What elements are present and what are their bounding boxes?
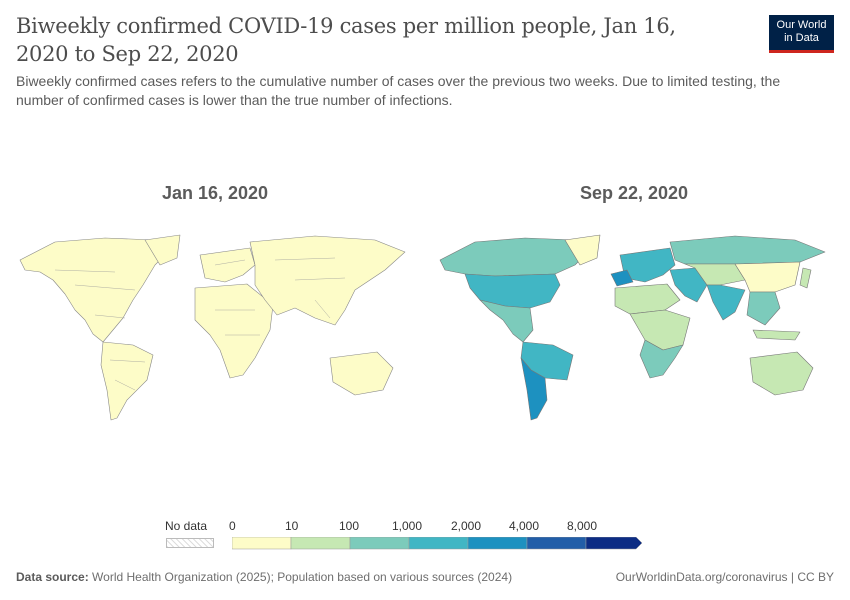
region-australia[interactable] <box>330 352 393 395</box>
region-asia[interactable] <box>250 236 405 325</box>
legend-bin-8000-plus[interactable] <box>586 537 642 549</box>
world-map-sep <box>435 230 835 430</box>
legend-tick-2000: 2,000 <box>451 519 481 533</box>
legend-bin-100-1000[interactable] <box>350 537 409 549</box>
chart-title: Biweekly confirmed COVID-19 cases per mi… <box>16 12 716 68</box>
map-title-jan: Jan 16, 2020 <box>65 183 365 204</box>
footer-url[interactable]: OurWorldinData.org/coronavirus | CC BY <box>616 570 834 584</box>
region-africa[interactable] <box>195 284 273 378</box>
footer-source-label: Data source: <box>16 570 89 584</box>
region-russia[interactable] <box>670 236 825 264</box>
region-japan[interactable] <box>800 268 811 288</box>
legend-tick-4000: 4,000 <box>509 519 539 533</box>
footer-source-text: World Health Organization (2025); Popula… <box>92 570 512 584</box>
owid-logo[interactable]: Our World in Data <box>769 15 834 53</box>
region-australia[interactable] <box>750 352 813 395</box>
region-india[interactable] <box>707 285 745 320</box>
legend-bin-1000-2000[interactable] <box>409 537 468 549</box>
region-europe[interactable] <box>200 248 255 282</box>
chart-subtitle: Biweekly confirmed cases refers to the c… <box>16 72 816 110</box>
legend-bin-0-10[interactable] <box>232 537 291 549</box>
legend-bin-4000-8000[interactable] <box>527 537 586 549</box>
region-south-america[interactable] <box>101 342 153 420</box>
legend-bin-10-100[interactable] <box>291 537 350 549</box>
legend-tick-100: 100 <box>339 519 359 533</box>
region-central-africa[interactable] <box>630 310 690 350</box>
region-indonesia[interactable] <box>753 330 800 340</box>
legend-no-data-label: No data <box>165 519 207 533</box>
legend: No data 0 10 100 1,000 2,000 4,000 8,000 <box>0 515 850 555</box>
region-usa[interactable] <box>465 274 560 308</box>
logo-line-2: in Data <box>769 32 834 45</box>
legend-color-bar <box>232 537 647 551</box>
legend-tick-10: 10 <box>285 519 298 533</box>
map-title-sep: Sep 22, 2020 <box>484 183 784 204</box>
footer-source: Data source: World Health Organization (… <box>16 570 512 584</box>
legend-no-data-swatch[interactable] <box>166 538 214 548</box>
region-north-africa[interactable] <box>615 284 680 314</box>
region-china[interactable] <box>735 262 800 292</box>
logo-accent-bar <box>769 50 834 53</box>
region-southeast-asia[interactable] <box>747 292 780 325</box>
logo-line-1: Our World <box>769 19 834 32</box>
legend-bin-2000-4000[interactable] <box>468 537 527 549</box>
legend-tick-1000: 1,000 <box>392 519 422 533</box>
legend-tick-8000: 8,000 <box>567 519 597 533</box>
world-map-jan <box>15 230 415 430</box>
region-north-america[interactable] <box>20 238 170 342</box>
legend-tick-0: 0 <box>229 519 236 533</box>
